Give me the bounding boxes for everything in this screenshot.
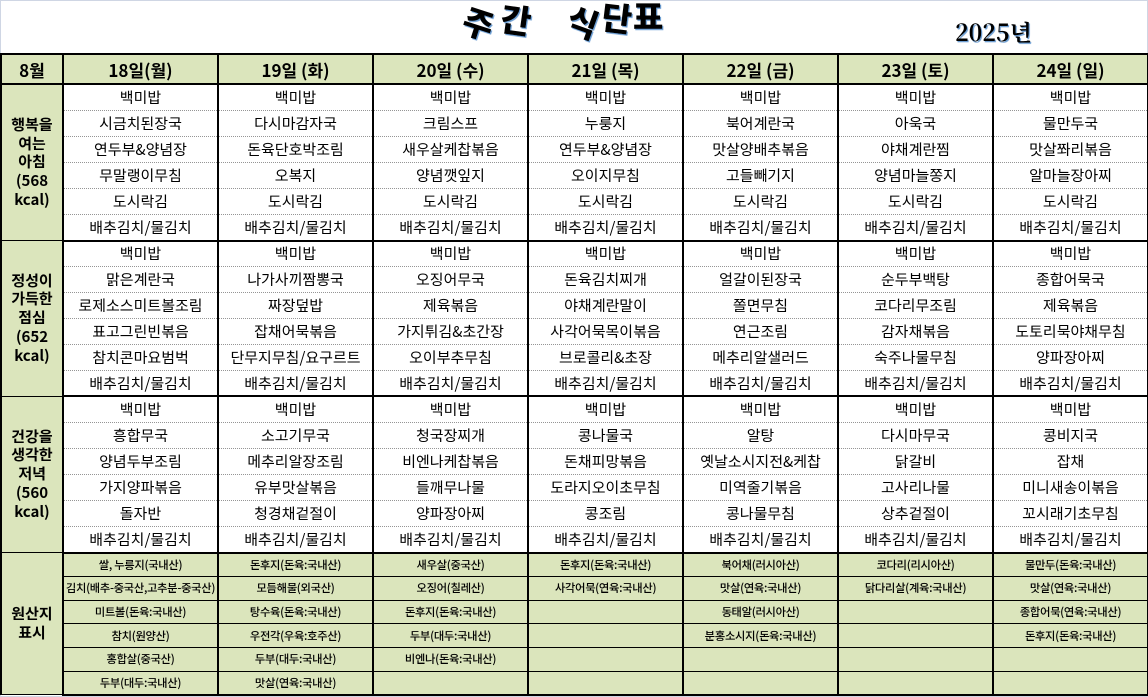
svg-text:주: 주: [457, 2, 501, 50]
svg-text:단: 단: [599, 2, 635, 42]
svg-text:2025년: 2025년: [955, 15, 1032, 48]
svg-text:표: 표: [633, 2, 663, 39]
svg-text:간: 간: [498, 2, 535, 44]
svg-text:식: 식: [561, 2, 606, 49]
